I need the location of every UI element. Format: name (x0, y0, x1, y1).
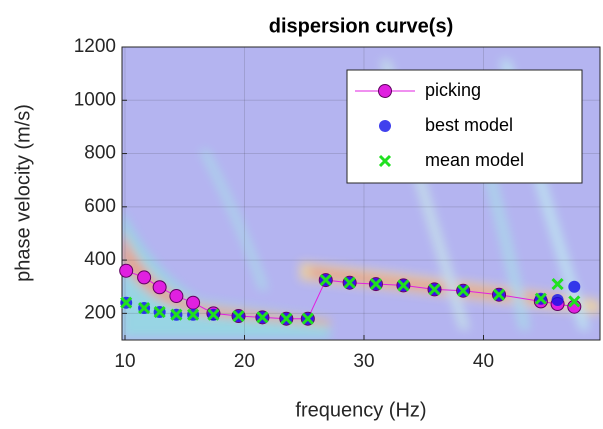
marker (568, 295, 581, 308)
x-tick-label: 30 (353, 351, 374, 372)
marker (120, 296, 133, 309)
marker (397, 279, 410, 292)
y-tick-label: 600 (84, 196, 116, 217)
marker (280, 312, 293, 325)
marker (534, 292, 547, 305)
marker (170, 308, 183, 321)
marker (319, 274, 332, 287)
marker (207, 308, 220, 321)
marker (169, 289, 184, 304)
marker (301, 312, 314, 325)
marker (232, 309, 245, 323)
y-tick-label: 800 (84, 143, 116, 164)
marker (152, 280, 167, 295)
marker (137, 270, 152, 285)
y-tick-label: 400 (84, 249, 116, 270)
y-tick-label: 200 (84, 302, 116, 323)
marker (551, 294, 564, 307)
grid (122, 46, 600, 340)
x-tick-label: 20 (234, 351, 255, 372)
x-axis-label: frequency (Hz) (295, 399, 426, 421)
chart-title: dispersion curve(s) (269, 15, 454, 37)
marker (378, 154, 392, 168)
y-tick-label: 1200 (74, 36, 116, 57)
y-tick-label: 1000 (74, 89, 116, 110)
marker (153, 305, 166, 319)
y-axis-label: phase velocity (m/s) (12, 104, 34, 282)
marker (256, 311, 269, 324)
marker (568, 280, 581, 293)
marker (379, 120, 391, 132)
marker (428, 283, 441, 296)
legend-label: picking (425, 80, 481, 100)
marker (119, 263, 134, 278)
marker (492, 288, 506, 301)
legend: picking best model mean model (346, 69, 583, 184)
marker (186, 295, 201, 310)
x-tick-label: 10 (114, 351, 135, 372)
legend-label: best model (425, 115, 513, 135)
marker (551, 278, 564, 291)
marker (138, 301, 151, 315)
marker (378, 84, 392, 98)
marker (187, 308, 200, 321)
marker (457, 284, 470, 297)
plot-frame (121, 46, 601, 341)
legend-label: mean model (425, 150, 524, 170)
x-tick-label: 40 (473, 351, 494, 372)
marker (343, 276, 356, 289)
marker (369, 278, 382, 291)
